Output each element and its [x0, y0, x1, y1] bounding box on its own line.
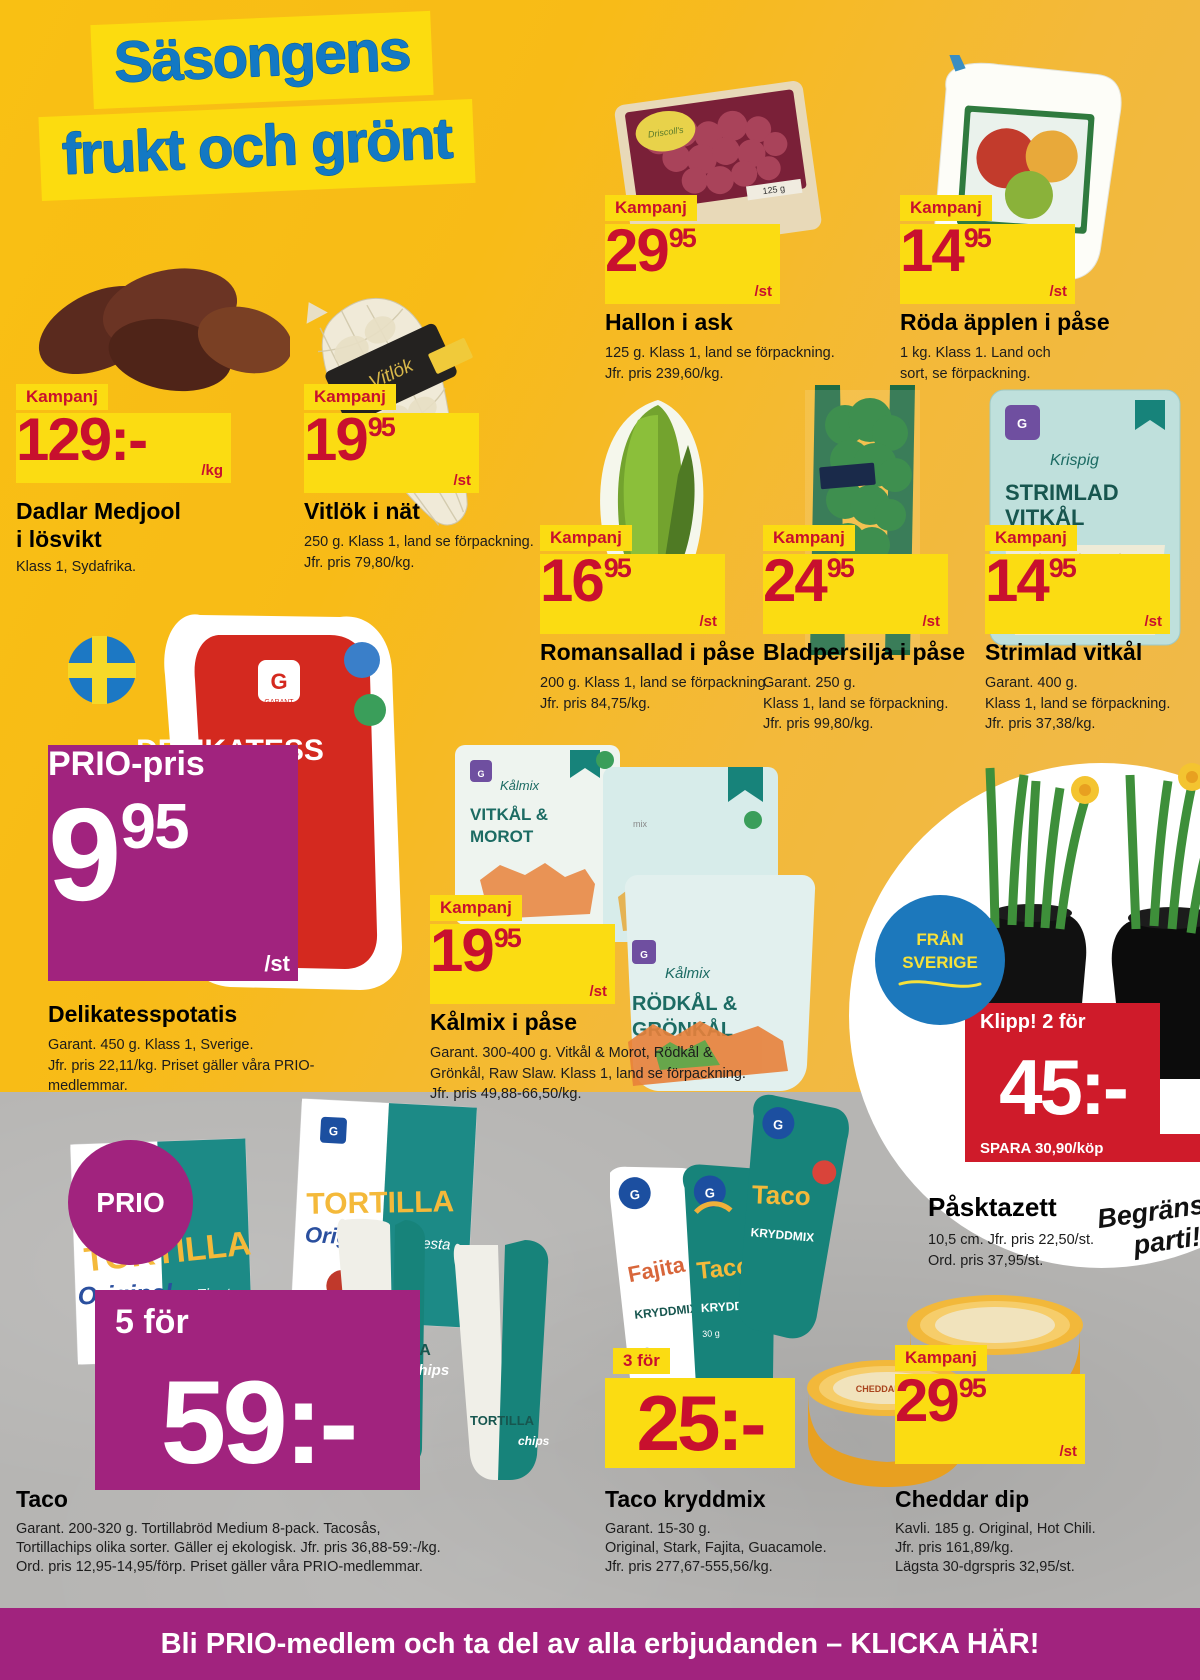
- svg-text:G: G: [704, 1185, 715, 1201]
- svg-text:mix: mix: [633, 819, 647, 829]
- svg-text:G: G: [1017, 416, 1027, 431]
- svg-text:TORTILLA: TORTILLA: [470, 1413, 535, 1428]
- svg-text:30 g: 30 g: [702, 1328, 720, 1339]
- svg-text:VITKÅL &: VITKÅL &: [470, 805, 548, 824]
- svg-text:G: G: [477, 769, 484, 779]
- svg-text:Kålmix: Kålmix: [665, 965, 711, 982]
- svg-text:STRIMLAD: STRIMLAD: [1005, 480, 1119, 505]
- svg-text:G: G: [640, 950, 648, 961]
- svg-text:G: G: [629, 1187, 641, 1203]
- svg-text:G: G: [270, 669, 287, 694]
- svg-text:MOROT: MOROT: [470, 827, 534, 846]
- svg-text:GARANT: GARANT: [264, 699, 294, 706]
- svg-text:Krispig: Krispig: [1050, 452, 1099, 469]
- svg-text:chips: chips: [518, 1434, 550, 1448]
- svg-text:G: G: [773, 1117, 784, 1133]
- svg-text:Kålmix: Kålmix: [500, 778, 540, 793]
- svg-text:Taco: Taco: [751, 1179, 811, 1211]
